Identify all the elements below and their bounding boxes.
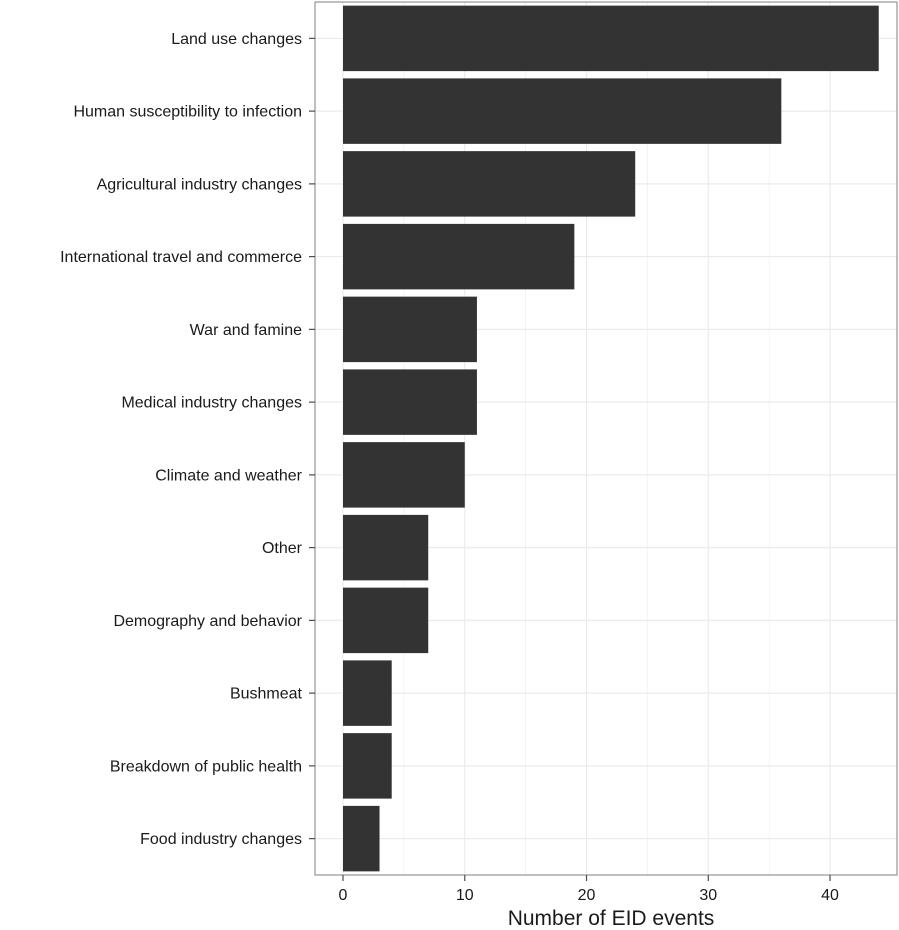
y-tick-label: Breakdown of public health (110, 758, 302, 775)
bar (343, 5, 879, 72)
x-tick-label: 0 (339, 887, 348, 904)
y-tick-label: Agricultural industry changes (97, 176, 302, 193)
bars (343, 5, 879, 872)
x-axis: 0 10 20 30 40 (339, 875, 839, 904)
bar (343, 805, 380, 872)
bar (343, 369, 477, 435)
y-tick-label: Land use changes (171, 31, 302, 48)
y-tick-label: Human susceptibility to infection (73, 104, 302, 121)
x-axis-title: Number of EID events (508, 907, 715, 930)
panel-background (315, 2, 897, 875)
bar (343, 296, 477, 363)
bar (343, 151, 636, 217)
bar (343, 733, 392, 799)
x-tick-label: 10 (456, 887, 474, 904)
x-tick-label: 20 (578, 887, 596, 904)
y-tick-label: War and famine (190, 322, 302, 339)
bar (343, 660, 392, 726)
bar (343, 442, 465, 508)
bar (343, 223, 575, 290)
y-tick-label: Bushmeat (230, 686, 303, 703)
y-tick-label: Demography and behavior (113, 613, 302, 630)
bar (343, 587, 429, 654)
y-axis: Land use changes Human susceptibility to … (60, 31, 315, 848)
y-tick-label: International travel and commerce (60, 249, 302, 266)
y-tick-label: Other (262, 540, 303, 557)
bar (343, 514, 429, 581)
bar (343, 78, 782, 144)
x-tick-label: 40 (821, 887, 839, 904)
y-tick-label: Medical industry changes (121, 395, 302, 412)
y-tick-label: Food industry changes (140, 831, 302, 848)
x-tick-label: 30 (699, 887, 717, 904)
panel-border (314, 1, 898, 876)
y-tick-label: Climate and weather (155, 467, 302, 484)
